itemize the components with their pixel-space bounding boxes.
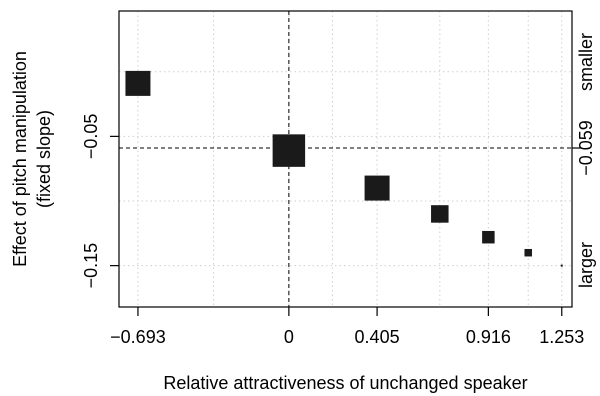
- data-point: [524, 248, 532, 257]
- x-tick-label: 0: [284, 327, 294, 347]
- data-point: [482, 230, 495, 244]
- x-tick-label: −0.693: [110, 327, 166, 347]
- right-label-larger: larger: [576, 242, 596, 288]
- y-tick-label: −0.15: [81, 243, 101, 289]
- data-point: [125, 70, 151, 96]
- data-point: [364, 175, 390, 201]
- data-point: [272, 134, 306, 167]
- right-label-smaller: smaller: [576, 33, 596, 91]
- y-axis-title-line1: Effect of pitch manipulation: [10, 51, 30, 267]
- x-axis-title: Relative attractiveness of unchanged spe…: [163, 373, 527, 393]
- points: [125, 70, 563, 267]
- data-point: [560, 264, 563, 267]
- x-tick-label: 1.253: [539, 327, 584, 347]
- right-value-label: −0.059: [576, 120, 596, 176]
- data-point: [431, 205, 449, 223]
- grid: [119, 11, 572, 307]
- x-tick-label: 0.916: [466, 327, 511, 347]
- y-axis-title-line2: (fixed slope): [34, 110, 54, 208]
- x-tick-label: 0.405: [355, 327, 400, 347]
- y-tick-label: −0.05: [81, 114, 101, 160]
- plot-frame: [118, 10, 573, 308]
